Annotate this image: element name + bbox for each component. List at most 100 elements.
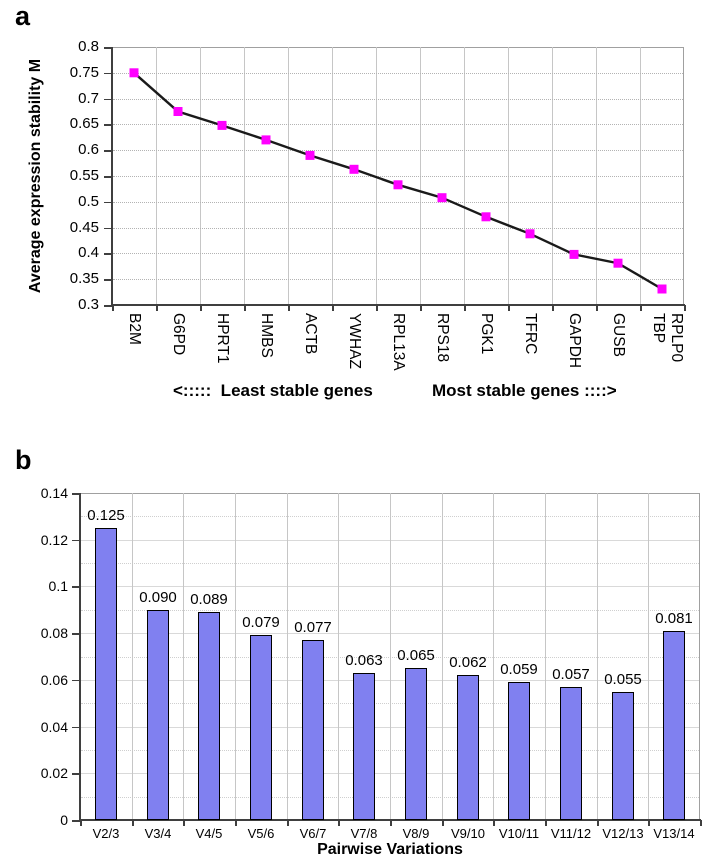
gridline-vertical: [493, 493, 494, 820]
x-axis-tick: [235, 820, 237, 826]
x-axis-tick: [545, 820, 547, 826]
y-tick-label: 0.35: [69, 270, 99, 288]
y-tick-label: 0.06: [40, 671, 68, 688]
y-tick-label: 0.65: [69, 115, 99, 133]
y-tick-label: 0.8: [78, 38, 99, 55]
y-tick-label: 0.7: [78, 89, 99, 107]
bar: [353, 672, 375, 820]
y-axis-tick: [104, 253, 112, 255]
y-axis-tick: [104, 305, 112, 307]
panel-b-letter: b: [15, 445, 32, 475]
gridline-horizontal: [113, 98, 683, 100]
data-point-marker: [481, 212, 491, 222]
gridline-horizontal: [113, 150, 683, 152]
x-category-label: TFRC: [522, 313, 539, 355]
x-category-label: RPS18: [434, 313, 451, 363]
gridline-vertical: [597, 493, 598, 820]
bar: [612, 691, 634, 820]
data-point-marker: [569, 249, 579, 259]
y-axis-tick: [104, 150, 112, 152]
data-point-marker: [437, 193, 447, 203]
y-axis-tick: [72, 820, 80, 822]
x-category-label: GAPDH: [566, 313, 583, 369]
gridline-vertical: [183, 493, 184, 820]
x-category-label: G6PD: [170, 313, 187, 356]
y-axis-tick: [104, 72, 112, 75]
data-point-marker: [261, 135, 271, 145]
x-category-label: B2M: [126, 313, 143, 345]
y-axis-tick: [72, 679, 80, 682]
x-tick-label: V10/11: [498, 826, 540, 841]
y-axis-tick: [104, 227, 112, 230]
x-axis-tick: [183, 820, 185, 826]
x-tick-label: V12/13: [602, 826, 644, 841]
data-point-marker: [613, 258, 623, 268]
bar-value-label: 0.062: [449, 654, 487, 672]
x-axis-tick: [508, 305, 510, 311]
bar: [405, 668, 427, 820]
y-tick-label: 0.5: [78, 192, 99, 210]
x-tick-label: V13/14: [653, 826, 695, 841]
gridline-horizontal: [113, 124, 683, 126]
y-axis-tick: [72, 633, 80, 635]
y-tick-label: 0.45: [69, 218, 99, 236]
y-axis-tick: [104, 47, 112, 49]
data-point-marker: [393, 180, 403, 190]
bar: [198, 612, 220, 820]
data-point-marker: [305, 150, 315, 160]
data-point-marker: [217, 120, 227, 130]
x-axis-tick: [332, 305, 334, 311]
bar-value-label: 0.081: [655, 609, 693, 627]
x-axis-tick: [287, 820, 289, 826]
x-axis-line-b: [79, 819, 701, 821]
y-tick-label: 0: [60, 812, 68, 828]
y-axis-tick: [72, 773, 80, 775]
bar-value-label: 0.063: [345, 651, 383, 669]
annotation-most-stable: Most stable genes ::::>: [432, 381, 617, 400]
gridline-vertical: [287, 493, 288, 820]
x-axis-tick: [390, 820, 392, 826]
gridline-vertical: [442, 493, 443, 820]
gridline-vertical: [132, 493, 133, 820]
y-axis-tick: [72, 586, 80, 588]
x-category-label: PGK1: [478, 313, 495, 355]
gridline-vertical: [338, 493, 339, 820]
x-tick-label: V3/4: [144, 826, 172, 841]
y-tick-label: 0.75: [69, 63, 99, 81]
x-category-label: TBP: [650, 313, 667, 344]
gridline-horizontal: [113, 279, 683, 281]
x-axis-tick: [596, 305, 598, 311]
bar: [508, 682, 530, 820]
bar: [250, 635, 272, 820]
x-category-label: HMBS: [258, 313, 275, 358]
x-axis-tick: [338, 820, 340, 826]
panel-a-letter: a: [15, 1, 31, 31]
y-tick-label: 0.55: [69, 167, 99, 184]
x-category-label: RPLP0: [668, 313, 685, 363]
bar-value-label: 0.059: [500, 661, 538, 679]
y-tick-label: 0.04: [40, 718, 68, 735]
x-axis-tick: [552, 305, 554, 311]
x-axis-tick: [200, 305, 202, 311]
y-axis-line-a: [111, 47, 113, 306]
gridline-horizontal: [113, 227, 683, 229]
bar: [560, 686, 582, 820]
data-point-marker: [349, 164, 359, 174]
x-axis-tick: [420, 305, 422, 311]
x-axis-title-b: Pairwise Variations: [317, 841, 463, 858]
gridline-horizontal: [113, 72, 683, 74]
gridline-vertical: [235, 493, 236, 820]
x-category-label: HPRT1: [214, 313, 231, 364]
x-category-label: YWHAZ: [346, 313, 363, 369]
gridline-horizontal: [113, 201, 683, 203]
gridline-horizontal: [113, 253, 683, 255]
x-axis-tick: [156, 305, 158, 311]
bar: [302, 640, 324, 820]
y-axis-tick: [104, 98, 112, 101]
data-point-marker: [657, 284, 667, 294]
x-axis-tick: [700, 820, 702, 826]
x-tick-label: V4/5: [195, 826, 223, 841]
gridline-vertical: [390, 493, 391, 820]
y-tick-label: 0.12: [40, 531, 68, 548]
